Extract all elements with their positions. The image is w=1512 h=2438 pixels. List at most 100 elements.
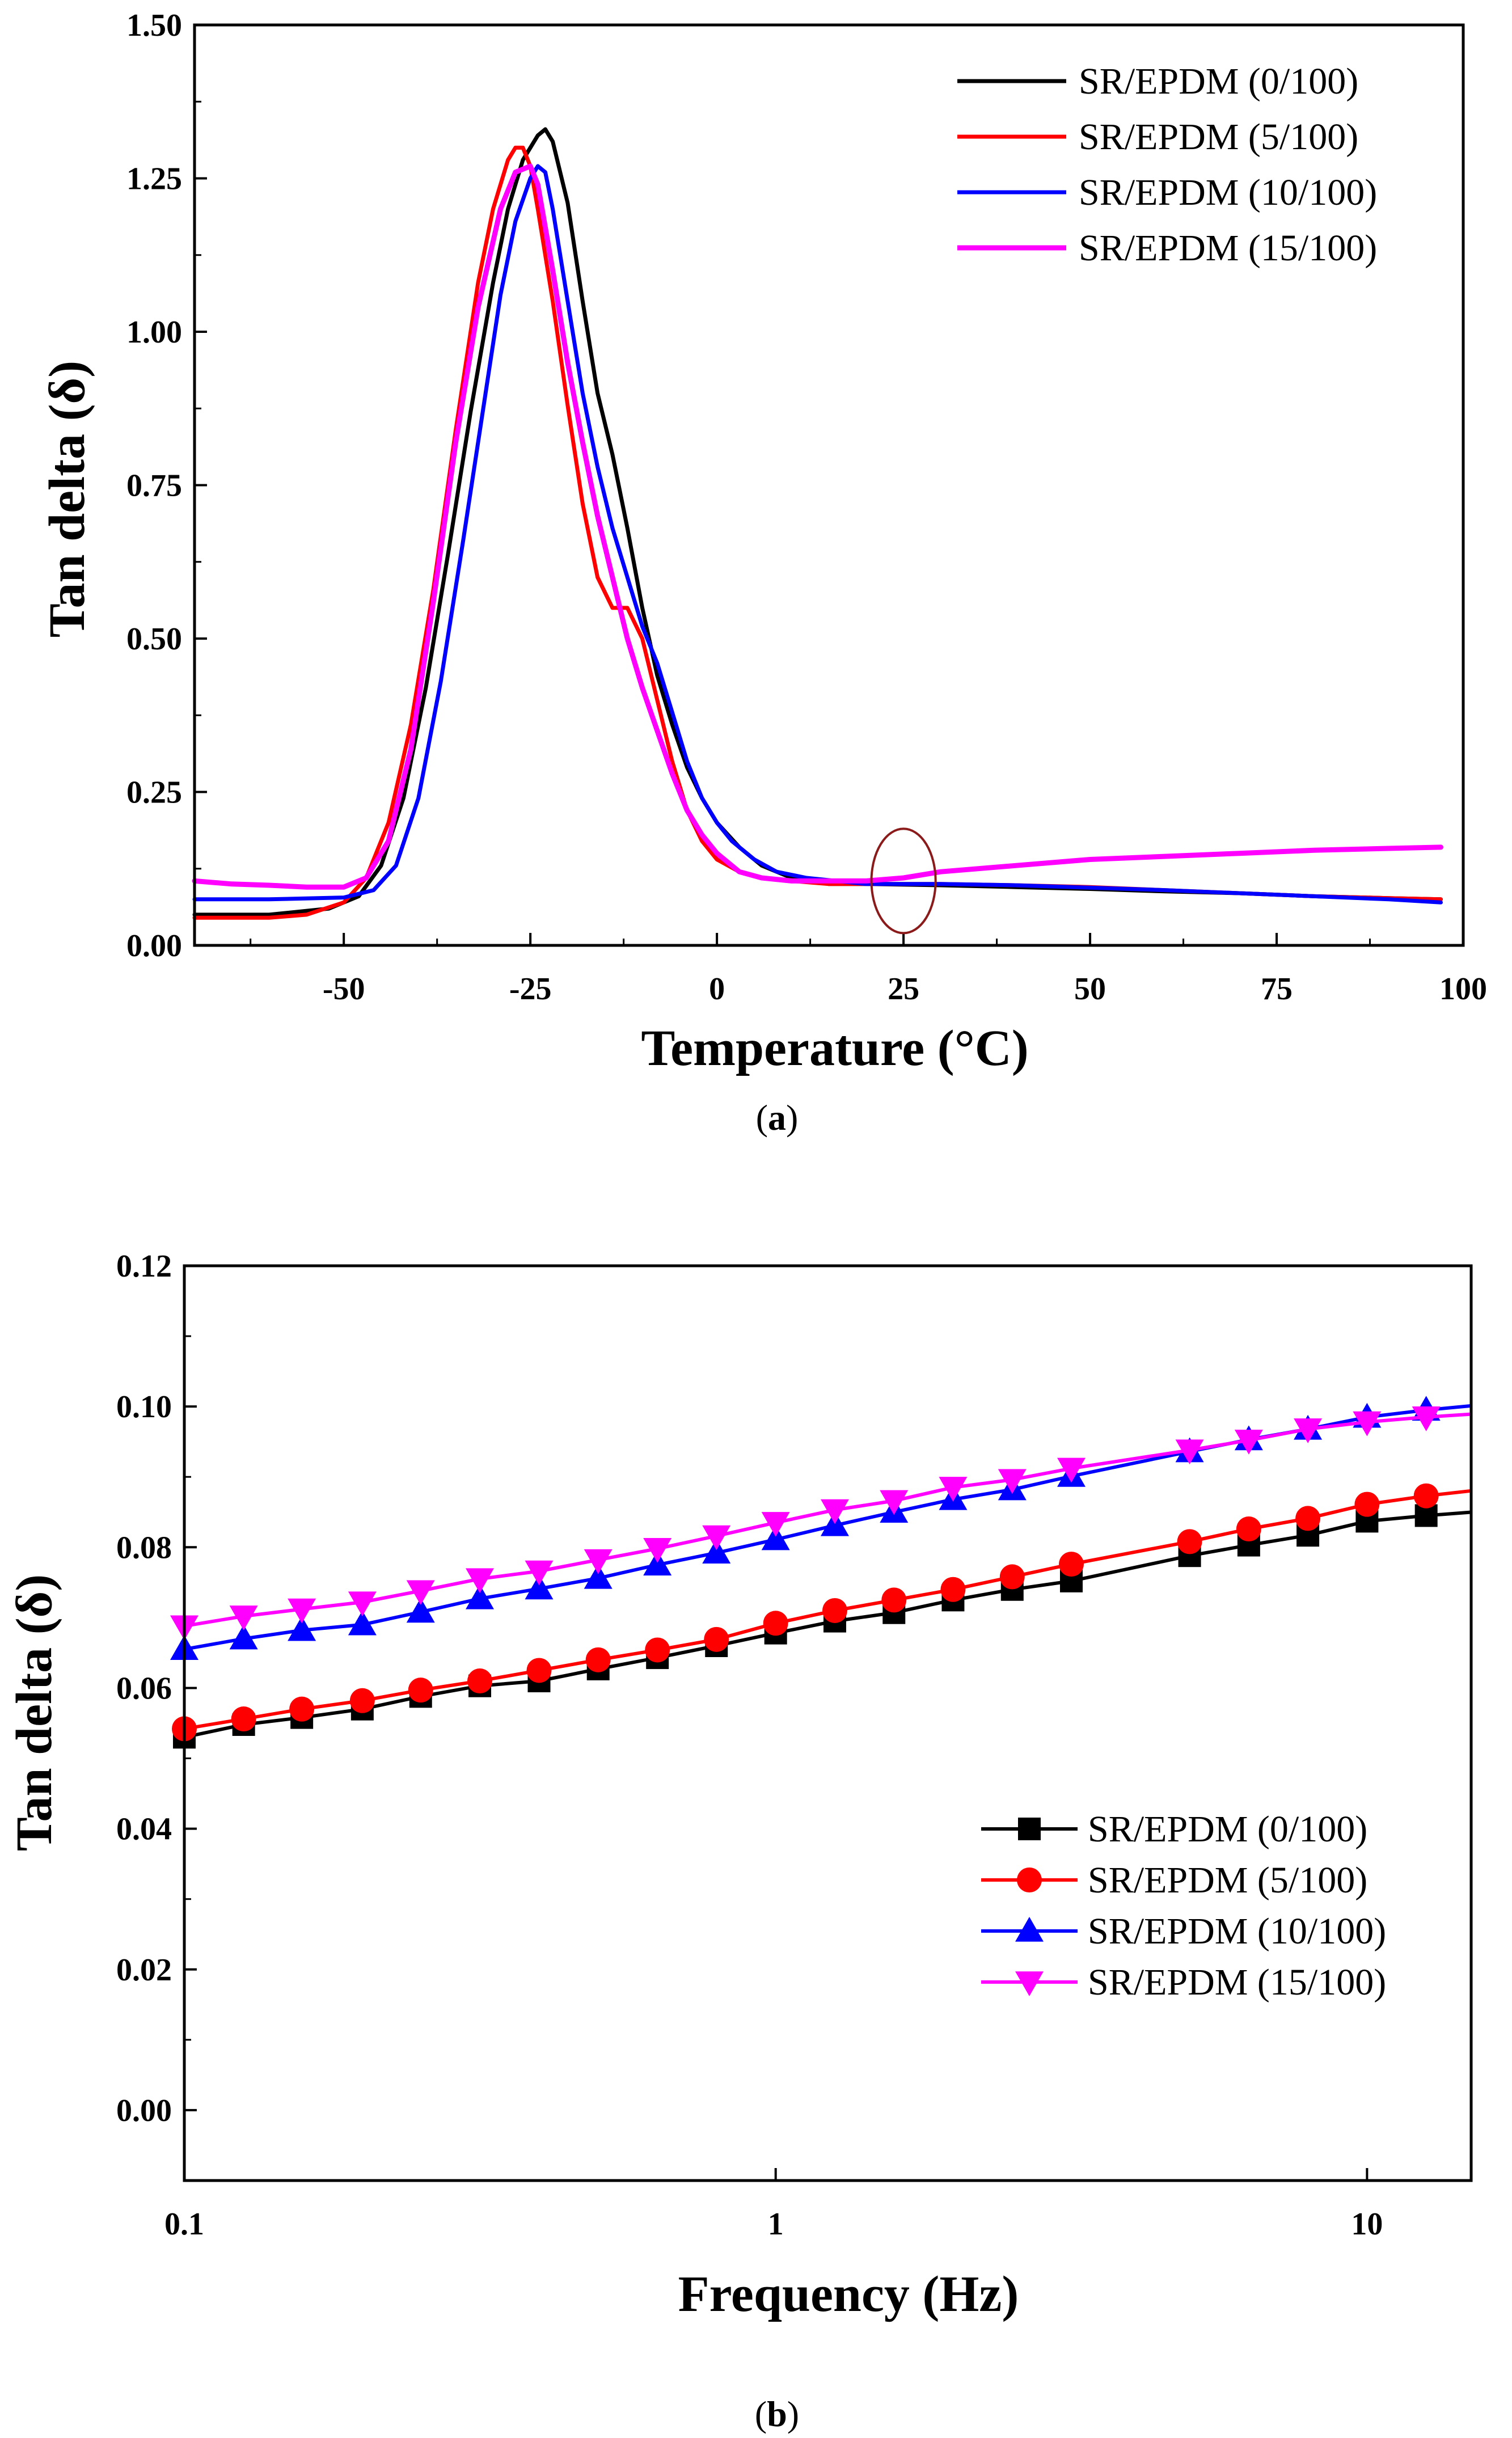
b-legend-label-3: SR/EPDM (10/100) xyxy=(1088,1911,1386,1952)
b-ytick-label-1: 0.02 xyxy=(116,1953,172,1988)
b-point-sr-epdm-10-100-2 xyxy=(288,1616,316,1641)
a-xtick-label-3: 25 xyxy=(888,971,919,1007)
b-point-sr-epdm-15-100-14 xyxy=(998,1469,1027,1494)
a-ytick-label-6: 1.50 xyxy=(126,8,182,43)
a-ytick-label-0: 0.00 xyxy=(126,928,182,964)
b-point-sr-epdm-10-100-8 xyxy=(643,1550,672,1576)
b-point-sr-epdm-5-100-7 xyxy=(585,1647,611,1672)
b-point-sr-epdm-15-100-12 xyxy=(880,1490,909,1515)
b-xtick-label-0: 0.1 xyxy=(164,2207,204,2242)
a-series-line-sr-epdm-15-100 xyxy=(192,163,1443,890)
b-point-sr-epdm-15-100-8 xyxy=(643,1538,672,1563)
b-point-sr-epdm-5-100-1 xyxy=(231,1706,256,1732)
b-point-sr-epdm-5-100-20 xyxy=(1413,1483,1439,1509)
b-point-sr-epdm-15-100-11 xyxy=(820,1499,849,1524)
b-ytick-label-3: 0.06 xyxy=(116,1671,172,1706)
a-legend-label-1: SR/EPDM (0/100) xyxy=(1079,61,1358,102)
panel-b-caption-letter: b xyxy=(767,2394,787,2434)
panel-b-ticks xyxy=(183,1265,1369,2182)
b-ytick-label-6: 0.12 xyxy=(116,1249,172,1284)
a-legend-label-4: SR/EPDM (15/100) xyxy=(1079,227,1377,269)
b-point-sr-epdm-5-100-14 xyxy=(999,1564,1025,1590)
a-series-line-sr-epdm-10-100 xyxy=(192,164,1443,905)
b-ytick-label-2: 0.04 xyxy=(116,1812,172,1847)
b-point-sr-epdm-10-100-10 xyxy=(761,1525,790,1550)
a-xtick-label-1: -25 xyxy=(509,971,552,1007)
b-point-sr-epdm-15-100-17 xyxy=(1234,1429,1263,1455)
b-point-sr-epdm-5-100-3 xyxy=(349,1688,375,1713)
panel-a-caption: (a) xyxy=(756,1097,799,1138)
a-xtick-label-5: 75 xyxy=(1261,971,1293,1007)
a-xtick-label-2: 0 xyxy=(709,971,725,1007)
b-legend-label-2: SR/EPDM (5/100) xyxy=(1088,1860,1367,1901)
a-xtick-label-0: -50 xyxy=(323,971,365,1007)
b-point-sr-epdm-15-100-4 xyxy=(406,1580,435,1605)
panel-a-temperature-sweep: 0.00 0.25 0.50 0.75 1.00 1.25 1.50 -50 -25 0 25 50… xyxy=(39,8,1487,1138)
panel-a-caption-letter: a xyxy=(768,1097,786,1138)
panel-b-plot-frame xyxy=(183,1264,1473,2182)
b-point-sr-epdm-5-100-18 xyxy=(1295,1506,1321,1531)
b-point-sr-epdm-5-100-12 xyxy=(881,1587,907,1613)
b-legend-marker-3 xyxy=(1015,1917,1044,1942)
panel-a-y-tick-labels: 0.00 0.25 0.50 0.75 1.00 1.25 1.50 xyxy=(126,8,182,964)
b-point-sr-epdm-15-100-10 xyxy=(761,1512,790,1537)
b-point-sr-epdm-10-100-9 xyxy=(702,1539,731,1564)
b-point-sr-epdm-5-100-4 xyxy=(408,1678,433,1703)
panel-b-legend: SR/EPDM (0/100) SR/EPDM (5/100) SR/EPDM (1… xyxy=(981,1809,1386,2003)
b-point-sr-epdm-15-100-20 xyxy=(1412,1406,1441,1431)
b-point-sr-epdm-5-100-16 xyxy=(1177,1529,1202,1554)
b-point-sr-epdm-15-100-15 xyxy=(1057,1457,1086,1483)
b-point-sr-epdm-15-100-9 xyxy=(702,1525,731,1550)
a-xtick-label-4: 50 xyxy=(1074,971,1106,1007)
b-point-sr-epdm-5-100-10 xyxy=(763,1611,788,1636)
b-point-sr-epdm-5-100-2 xyxy=(289,1696,315,1722)
panel-b-x-axis-label: Frequency (Hz) xyxy=(678,2266,1019,2322)
panel-a-annotation-ellipse xyxy=(870,827,937,935)
b-point-sr-epdm-5-100-9 xyxy=(704,1626,729,1652)
a-legend-label-3: SR/EPDM (10/100) xyxy=(1079,172,1377,213)
a-ytick-label-1: 0.25 xyxy=(126,775,182,810)
b-point-sr-epdm-5-100-8 xyxy=(645,1637,670,1663)
b-point-sr-epdm-15-100-16 xyxy=(1175,1439,1204,1465)
b-point-sr-epdm-15-100-5 xyxy=(466,1568,495,1594)
b-series-line-sr-epdm-0-100 xyxy=(184,1510,1472,1739)
b-point-sr-epdm-15-100-2 xyxy=(288,1598,316,1624)
a-ytick-label-3: 0.75 xyxy=(126,468,182,504)
b-ytick-label-5: 0.10 xyxy=(116,1389,172,1425)
panel-b-series xyxy=(170,1396,1472,1749)
b-point-sr-epdm-10-100-7 xyxy=(584,1564,613,1589)
a-ytick-label-4: 1.00 xyxy=(126,315,182,350)
b-point-sr-epdm-5-100-15 xyxy=(1059,1552,1084,1577)
a-ytick-label-2: 0.50 xyxy=(126,622,182,657)
b-point-sr-epdm-10-100-3 xyxy=(348,1610,377,1636)
b-point-sr-epdm-5-100-5 xyxy=(467,1668,493,1694)
b-legend-label-4: SR/EPDM (15/100) xyxy=(1088,1962,1386,2003)
b-series-line-sr-epdm-5-100 xyxy=(184,1489,1472,1731)
b-point-sr-epdm-5-100-17 xyxy=(1236,1516,1261,1542)
b-point-sr-epdm-10-100-5 xyxy=(466,1584,495,1609)
b-ytick-label-0: 0.00 xyxy=(116,2093,172,2128)
panel-b-frequency-sweep: 0.00 0.02 0.04 0.06 0.08 0.10 0.12 0.1 1 10 Freq… xyxy=(6,1249,1473,2434)
a-legend-label-2: SR/EPDM (5/100) xyxy=(1079,116,1358,158)
a-ytick-label-5: 1.25 xyxy=(126,162,182,197)
b-point-sr-epdm-15-100-7 xyxy=(584,1549,613,1574)
panel-b-y-axis-label: Tan delta (δ) xyxy=(6,1574,62,1851)
panel-a-series xyxy=(192,127,1443,920)
a-xtick-label-6: 100 xyxy=(1439,971,1487,1007)
b-point-sr-epdm-15-100-18 xyxy=(1294,1418,1323,1443)
b-legend-marker-1 xyxy=(1018,1818,1041,1840)
panel-b-y-tick-labels: 0.00 0.02 0.04 0.06 0.08 0.10 0.12 xyxy=(116,1249,172,2128)
b-point-sr-epdm-15-100-6 xyxy=(525,1560,554,1586)
b-series-line-sr-epdm-15-100 xyxy=(184,1412,1472,1628)
b-point-sr-epdm-5-100-19 xyxy=(1354,1491,1380,1517)
b-point-sr-epdm-15-100-1 xyxy=(229,1605,258,1630)
b-point-sr-epdm-10-100-4 xyxy=(406,1598,435,1623)
panel-a-y-axis-label: Tan delta (δ) xyxy=(39,361,95,637)
panel-a-x-tick-labels: -50 -25 0 25 50 75 100 xyxy=(323,971,1487,1007)
b-legend-marker-2 xyxy=(1017,1867,1042,1892)
b-legend-marker-4 xyxy=(1015,1971,1044,1996)
panel-b-caption: (b) xyxy=(755,2394,799,2434)
b-point-sr-epdm-10-100-1 xyxy=(229,1624,258,1650)
b-ytick-label-4: 0.08 xyxy=(116,1530,172,1565)
